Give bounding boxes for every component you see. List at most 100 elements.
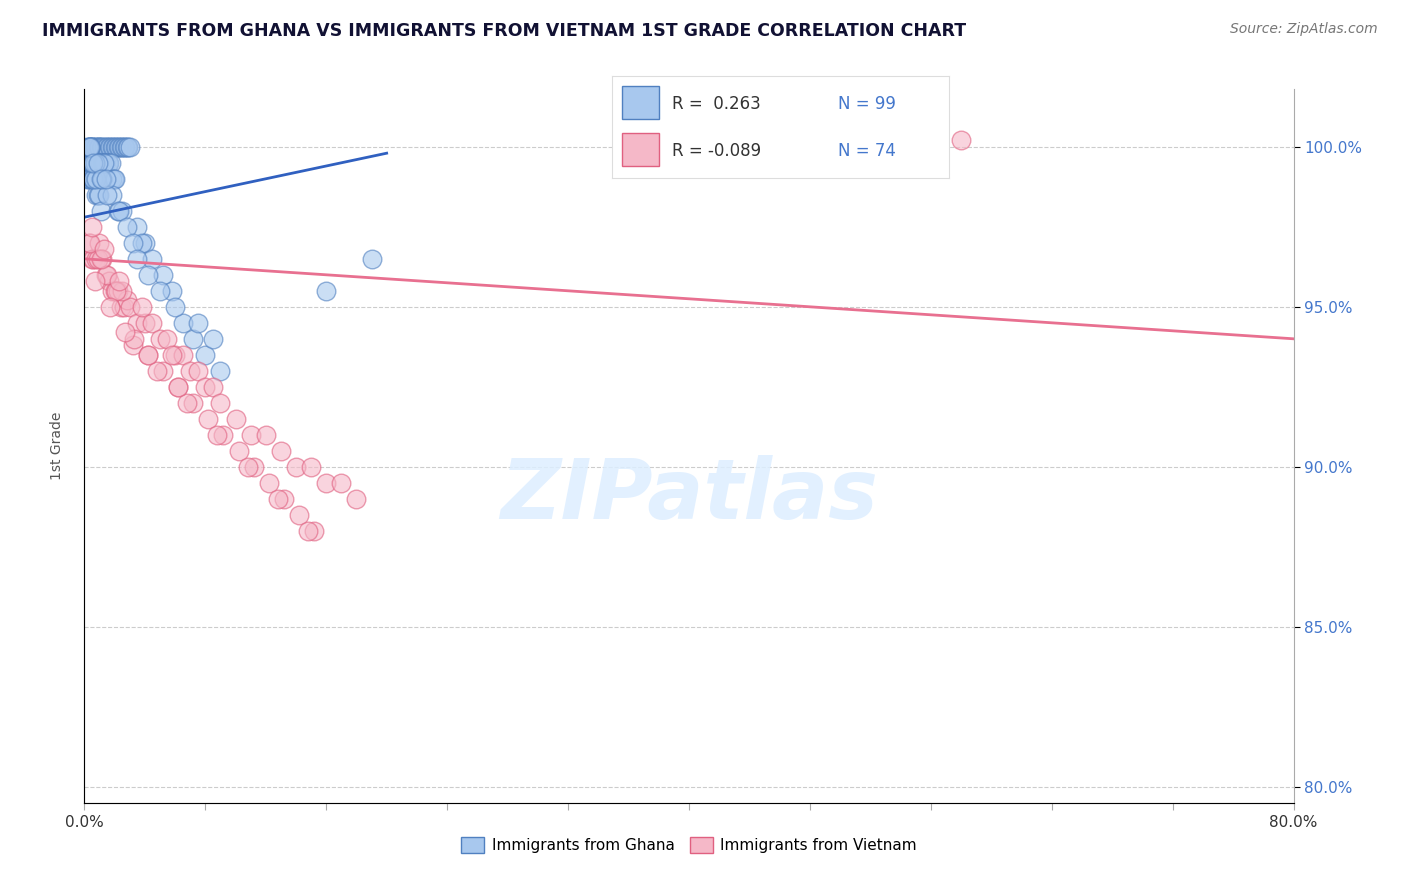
Point <box>98 300 121 314</box>
Point <box>101 140 124 154</box>
Point <box>111 284 134 298</box>
Point <box>118 300 141 314</box>
Point <box>160 284 183 298</box>
Point <box>98 156 121 170</box>
Point <box>114 140 136 154</box>
Point <box>89 187 111 202</box>
Point <box>91 140 114 154</box>
Point <box>77 140 100 154</box>
Text: ZIPatlas: ZIPatlas <box>501 456 877 536</box>
Point <box>121 235 143 250</box>
Point <box>90 252 112 266</box>
Text: IMMIGRANTS FROM GHANA VS IMMIGRANTS FROM VIETNAM 1ST GRADE CORRELATION CHART: IMMIGRANTS FROM GHANA VS IMMIGRANTS FROM… <box>42 22 966 40</box>
Point <box>194 348 217 362</box>
Point <box>242 459 264 474</box>
Point <box>115 293 138 308</box>
Point <box>77 171 100 186</box>
Point <box>285 459 308 474</box>
Point <box>156 332 179 346</box>
Point <box>84 156 107 170</box>
Point <box>118 140 141 154</box>
Point <box>152 364 174 378</box>
Point <box>76 156 98 170</box>
Point <box>89 156 111 170</box>
Point <box>149 332 172 346</box>
Point <box>115 219 138 234</box>
Point <box>91 156 114 170</box>
Point <box>84 171 107 186</box>
Point <box>254 427 277 442</box>
Point <box>97 274 120 288</box>
Point <box>111 203 134 218</box>
Point <box>108 203 131 218</box>
Point <box>79 156 101 170</box>
Point <box>82 171 104 186</box>
Point <box>114 326 136 340</box>
Text: R =  0.263: R = 0.263 <box>672 95 761 112</box>
Point <box>172 348 194 362</box>
Point <box>103 171 125 186</box>
Point <box>131 300 153 314</box>
Point <box>239 427 262 442</box>
Point <box>100 156 122 170</box>
Point <box>299 459 322 474</box>
Point <box>82 156 104 170</box>
Legend: Immigrants from Ghana, Immigrants from Vietnam: Immigrants from Ghana, Immigrants from V… <box>456 831 922 859</box>
Point <box>146 364 169 378</box>
Point <box>136 268 159 282</box>
Text: N = 74: N = 74 <box>838 142 896 160</box>
Point <box>79 171 101 186</box>
Point <box>267 491 290 506</box>
Point <box>105 140 128 154</box>
Point <box>176 396 198 410</box>
Point <box>270 443 292 458</box>
Point <box>141 252 163 266</box>
Point <box>201 332 224 346</box>
Point <box>80 156 103 170</box>
Point <box>108 140 131 154</box>
Point <box>212 427 235 442</box>
Point <box>112 300 135 314</box>
Point <box>96 156 118 170</box>
Text: Source: ZipAtlas.com: Source: ZipAtlas.com <box>1230 22 1378 37</box>
Point <box>87 156 110 170</box>
Point <box>82 252 104 266</box>
FancyBboxPatch shape <box>621 133 659 166</box>
Point <box>86 140 108 154</box>
Point <box>330 475 353 490</box>
Point <box>100 140 122 154</box>
Point <box>136 348 159 362</box>
Point <box>87 156 110 170</box>
Point <box>107 140 129 154</box>
Point <box>87 187 110 202</box>
Y-axis label: 1st Grade: 1st Grade <box>49 412 63 480</box>
Point <box>111 140 134 154</box>
Point <box>149 284 172 298</box>
Point <box>84 274 107 288</box>
Point <box>273 491 295 506</box>
Point <box>79 235 101 250</box>
Point <box>104 284 127 298</box>
Point <box>107 203 129 218</box>
Point <box>152 268 174 282</box>
Point <box>315 475 337 490</box>
Point <box>86 171 108 186</box>
Point <box>165 348 187 362</box>
Point <box>79 140 101 154</box>
Point <box>96 268 118 282</box>
Point <box>110 300 132 314</box>
Point <box>87 252 110 266</box>
Point <box>89 235 111 250</box>
Point <box>257 475 280 490</box>
Point <box>90 203 112 218</box>
Point <box>160 348 183 362</box>
Point <box>86 156 108 170</box>
Point <box>172 316 194 330</box>
Point <box>236 459 259 474</box>
Point <box>187 364 209 378</box>
Text: N = 99: N = 99 <box>838 95 896 112</box>
Point <box>84 140 107 154</box>
Point <box>83 156 105 170</box>
Text: R = -0.089: R = -0.089 <box>672 142 762 160</box>
Point <box>167 380 190 394</box>
